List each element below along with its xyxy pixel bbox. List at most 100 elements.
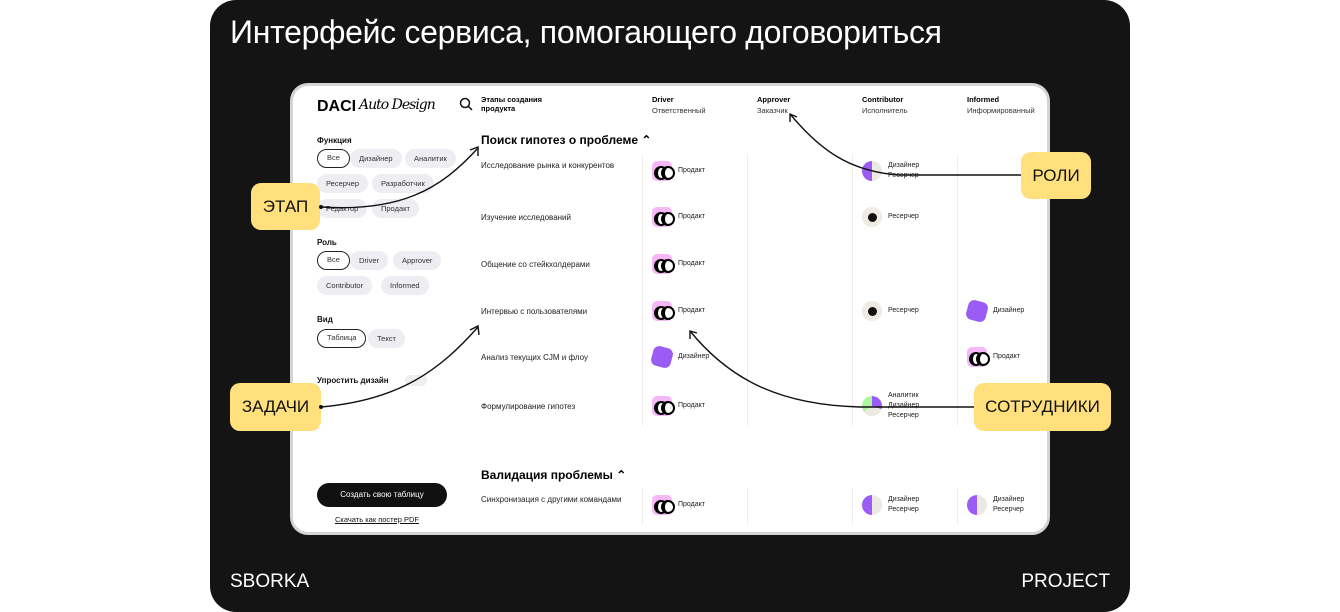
app-screen: DACI Auto Design Этапы создания продукта…: [290, 83, 1050, 535]
filter-chip[interactable]: Все: [317, 251, 350, 270]
avatar-star-icon: [649, 344, 675, 370]
assignee-driver[interactable]: Продакт: [652, 161, 705, 181]
assignee-driver[interactable]: Продакт: [652, 495, 705, 515]
task-row-label[interactable]: Анализ текущих CJM и флоу: [481, 353, 588, 362]
view-label: Вид: [317, 315, 333, 324]
column-divider: [957, 154, 958, 426]
assignee-name: Ресерчер: [888, 213, 919, 220]
avatar-star-icon: [964, 298, 990, 324]
assignee-driver[interactable]: Продакт: [652, 207, 705, 227]
assignee-contributor[interactable]: Дизайнер Ресерчер: [862, 495, 919, 515]
section-title[interactable]: Поиск гипотез о проблеме ⌃: [481, 133, 652, 147]
chevron-up-icon[interactable]: ⌃: [616, 468, 627, 482]
simplify-toggle[interactable]: [405, 375, 427, 386]
task-row-label[interactable]: Общение со стейкхолдерами: [481, 260, 590, 269]
filter-chip[interactable]: Approver: [393, 251, 442, 270]
assignee-name: Продакт: [678, 501, 705, 508]
logo-script: Auto Design: [359, 97, 436, 113]
assignee-informed[interactable]: Дизайнер Ресерчер: [967, 495, 1024, 515]
task-row-label[interactable]: Интервью с пользователями: [481, 307, 588, 316]
column-divider: [642, 154, 643, 426]
create-table-button[interactable]: Создать свою таблицу: [317, 483, 447, 507]
avatar-eye1-icon: [862, 207, 882, 227]
task-row-label[interactable]: Исследование рынка и конкурентов: [481, 161, 615, 170]
chevron-up-icon[interactable]: ⌃: [641, 133, 652, 147]
filter-chip[interactable]: Продакт: [372, 199, 419, 218]
filter-chip[interactable]: Разработчик: [372, 174, 434, 193]
filter-chip[interactable]: Ресерчер: [317, 174, 369, 193]
section-title[interactable]: Валидация проблемы ⌃: [481, 468, 627, 482]
assignee-name: Продакт: [678, 167, 705, 174]
assignee-name: Продакт: [678, 260, 705, 267]
assignee-name: Дизайнер Ресерчер: [888, 496, 920, 513]
column-divider: [957, 488, 958, 525]
role-label: Роль: [317, 238, 337, 247]
filter-chip[interactable]: Informed: [381, 276, 429, 295]
callout-stage: ЭТАП: [251, 183, 320, 230]
avatar-eyes-icon: [652, 396, 675, 416]
avatar-eyes-icon: [652, 301, 675, 321]
avatar-eyes-icon: [652, 207, 675, 227]
callout-tasks: ЗАДАЧИ: [230, 383, 321, 431]
avatar-half-icon: [967, 495, 987, 515]
assignee-driver[interactable]: Продакт: [652, 396, 705, 416]
assignee-name: Ресерчер: [888, 307, 919, 314]
callout-staff: СОТРУДНИКИ: [974, 383, 1111, 431]
footer-brand-right: PROJECT: [1021, 571, 1110, 592]
assignee-contributor[interactable]: Дизайнер Ресерчер: [862, 161, 919, 181]
assignee-name: Дизайнер Ресерчер: [993, 496, 1025, 513]
callout-roles: РОЛИ: [1021, 152, 1091, 199]
filter-chip[interactable]: Contributor: [317, 276, 373, 295]
download-pdf-link[interactable]: Скачать как постер PDF: [335, 515, 419, 524]
assignee-driver[interactable]: Продакт: [652, 254, 705, 274]
column-divider: [747, 154, 748, 426]
assignee-name: Аналитик Дизайнер Ресерчер: [888, 392, 920, 419]
role-header-driver: Driver Ответственный: [652, 95, 706, 115]
role-header-informed: Informed Информированный: [967, 95, 1035, 115]
avatar-eye1-icon: [862, 301, 882, 321]
assignee-driver[interactable]: Дизайнер: [649, 344, 710, 370]
filter-chip[interactable]: Driver: [350, 251, 388, 270]
stages-header: Этапы создания продукта: [481, 95, 543, 113]
logo: DACI: [317, 98, 357, 115]
column-divider: [852, 488, 853, 525]
function-label: Функция: [317, 136, 352, 145]
page-title: Интерфейс сервиса, помогающего договорит…: [230, 14, 942, 50]
assignee-name: Продакт: [678, 402, 705, 409]
task-row-label[interactable]: Синхронизация с другими командами: [481, 495, 622, 504]
filter-chip[interactable]: Редактор: [317, 199, 368, 218]
assignee-name: Дизайнер: [678, 353, 710, 360]
assignee-contributor[interactable]: Аналитик Дизайнер Ресерчер: [862, 392, 919, 419]
assignee-name: Продакт: [678, 307, 705, 314]
filter-chip[interactable]: Текст: [368, 329, 405, 348]
filter-chip[interactable]: Аналитик: [405, 149, 456, 168]
task-row-label[interactable]: Формулирование гипотез: [481, 402, 576, 411]
assignee-driver[interactable]: Продакт: [652, 301, 705, 321]
assignee-name: Продакт: [678, 213, 705, 220]
avatar-half-icon: [862, 495, 882, 515]
task-row-label[interactable]: Изучение исследований: [481, 213, 571, 222]
assignee-name: Дизайнер Ресерчер: [888, 162, 920, 179]
footer-brand-left: SBORKA: [230, 571, 310, 592]
column-divider: [747, 488, 748, 525]
column-divider: [852, 154, 853, 426]
assignee-name: Дизайнер: [993, 307, 1025, 314]
filter-chip[interactable]: Таблица: [317, 329, 367, 348]
avatar-eyes-icon: [652, 254, 675, 274]
avatar-pie3-icon: [862, 396, 882, 416]
avatar-eyes-icon: [652, 495, 675, 515]
role-header-contributor: Contributor Исполнитель: [862, 95, 908, 115]
column-divider: [642, 488, 643, 525]
avatar-eyes-icon: [967, 347, 990, 367]
avatar-eyes-icon: [652, 161, 675, 181]
assignee-contributor[interactable]: Ресерчер: [862, 207, 919, 227]
role-header-approver: Approver Заказчик: [757, 95, 791, 115]
assignee-informed[interactable]: Продакт: [967, 347, 1020, 367]
avatar-half-icon: [862, 161, 882, 181]
filter-chip[interactable]: Дизайнер: [350, 149, 402, 168]
assignee-informed[interactable]: Дизайнер: [964, 298, 1025, 324]
simplify-label: Упростить дизайн: [317, 376, 389, 385]
assignee-contributor[interactable]: Ресерчер: [862, 301, 919, 321]
filter-chip[interactable]: Все: [317, 149, 350, 168]
search-icon[interactable]: [459, 97, 473, 111]
